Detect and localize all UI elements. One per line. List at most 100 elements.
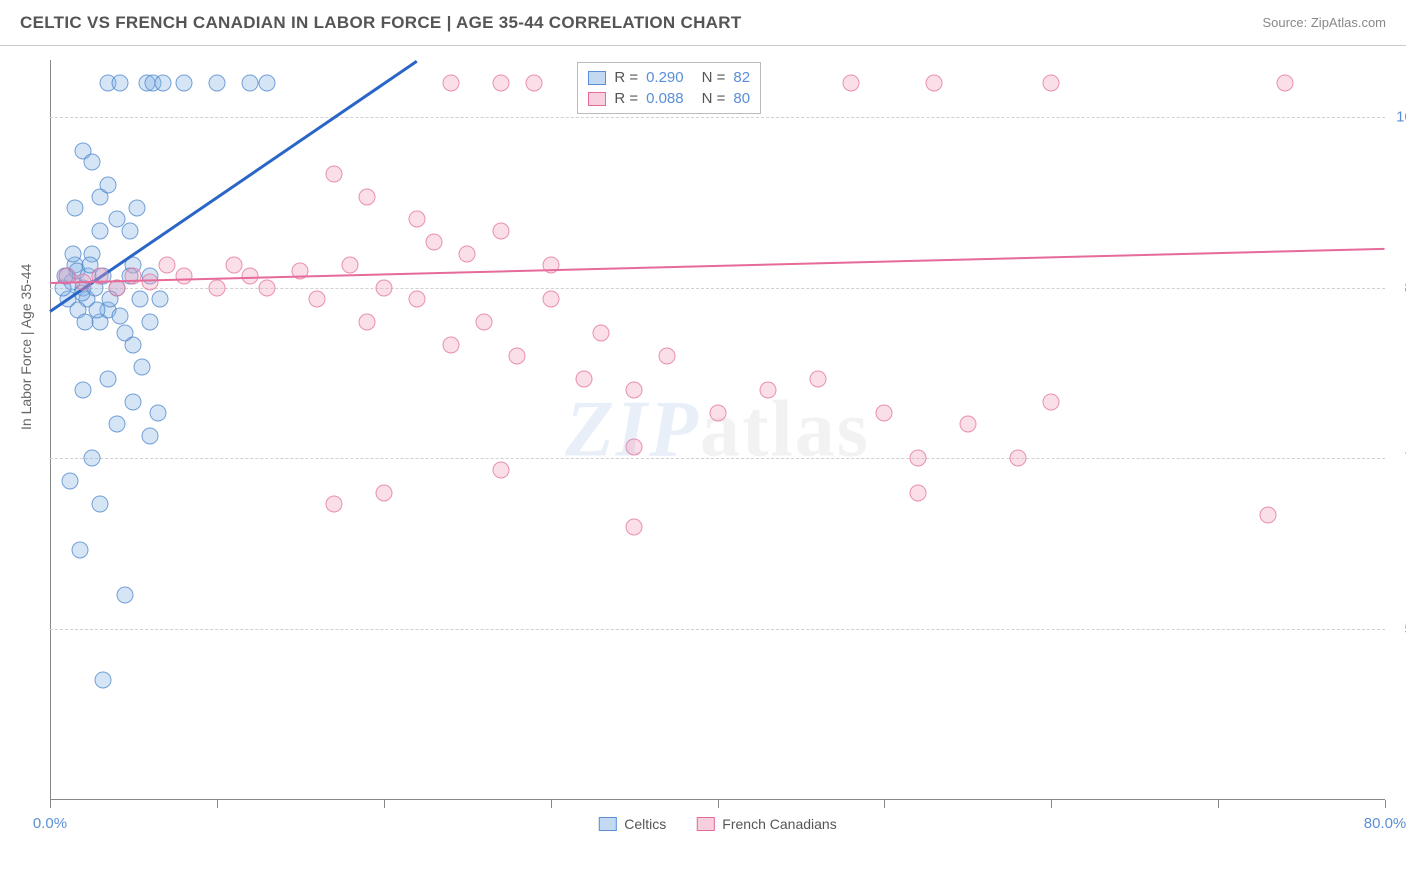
legend-item: French Canadians xyxy=(696,816,836,832)
gridline-h xyxy=(50,629,1385,630)
data-point xyxy=(152,291,169,308)
data-point xyxy=(122,222,139,239)
data-point xyxy=(142,427,159,444)
chart-title: CELTIC VS FRENCH CANADIAN IN LABOR FORCE… xyxy=(20,13,742,33)
data-point xyxy=(117,587,134,604)
data-point xyxy=(92,222,109,239)
gridline-h xyxy=(50,458,1385,459)
data-point xyxy=(876,404,893,421)
data-point xyxy=(626,518,643,535)
data-point xyxy=(1009,450,1026,467)
y-axis-title: In Labor Force | Age 35-44 xyxy=(18,264,34,430)
watermark-zip: ZIP xyxy=(565,386,700,474)
legend-n-value: 82 xyxy=(733,69,750,86)
data-point xyxy=(1276,74,1293,91)
data-point xyxy=(62,473,79,490)
legend-label: Celtics xyxy=(624,816,666,832)
data-point xyxy=(112,74,129,91)
legend-n-value: 80 xyxy=(733,90,750,107)
data-point xyxy=(142,274,159,291)
x-tick xyxy=(384,800,385,808)
data-point xyxy=(475,313,492,330)
y-tick-label: 55.0% xyxy=(1392,621,1406,638)
data-point xyxy=(626,382,643,399)
data-point xyxy=(258,74,275,91)
data-point xyxy=(425,234,442,251)
data-point xyxy=(158,256,175,273)
data-point xyxy=(208,74,225,91)
data-point xyxy=(359,313,376,330)
data-point xyxy=(175,74,192,91)
data-point xyxy=(75,382,92,399)
data-point xyxy=(1043,74,1060,91)
legend-item: Celtics xyxy=(598,816,666,832)
data-point xyxy=(626,439,643,456)
data-point xyxy=(442,74,459,91)
data-point xyxy=(409,291,426,308)
swatch-blue xyxy=(588,71,606,85)
data-point xyxy=(959,416,976,433)
legend-r-label: R = xyxy=(614,69,638,86)
data-point xyxy=(155,74,172,91)
data-point xyxy=(325,496,342,513)
data-point xyxy=(359,188,376,205)
x-tick xyxy=(217,800,218,808)
swatch-pink xyxy=(696,817,714,831)
data-point xyxy=(909,450,926,467)
legend-r-label: R = xyxy=(614,90,638,107)
legend-inset: R = 0.290N = 82R = 0.088N = 80 xyxy=(577,62,761,114)
data-point xyxy=(492,74,509,91)
source-label: Source: ZipAtlas.com xyxy=(1262,15,1386,30)
data-point xyxy=(100,177,117,194)
data-point xyxy=(83,450,100,467)
data-point xyxy=(208,279,225,296)
x-tick-label: 80.0% xyxy=(1364,815,1406,832)
y-tick-label: 70.0% xyxy=(1392,450,1406,467)
data-point xyxy=(542,291,559,308)
data-point xyxy=(100,370,117,387)
data-point xyxy=(112,308,129,325)
data-point xyxy=(125,336,142,353)
legend-n-label: N = xyxy=(702,90,726,107)
data-point xyxy=(325,165,342,182)
data-point xyxy=(509,348,526,365)
x-tick xyxy=(884,800,885,808)
legend-n-label: N = xyxy=(702,69,726,86)
x-tick xyxy=(1051,800,1052,808)
data-point xyxy=(309,291,326,308)
scatter-chart: ZIPatlas 55.0%70.0%85.0%100.0%0.0%80.0%R… xyxy=(50,60,1385,800)
data-point xyxy=(150,404,167,421)
data-point xyxy=(95,672,112,689)
swatch-blue xyxy=(598,817,616,831)
x-tick xyxy=(1385,800,1386,808)
x-tick xyxy=(551,800,552,808)
y-tick-label: 85.0% xyxy=(1392,279,1406,296)
x-tick xyxy=(718,800,719,808)
data-point xyxy=(442,336,459,353)
data-point xyxy=(1043,393,1060,410)
data-point xyxy=(375,484,392,501)
data-point xyxy=(375,279,392,296)
data-point xyxy=(125,393,142,410)
data-point xyxy=(132,291,149,308)
swatch-pink xyxy=(588,92,606,106)
legend-r-value: 0.088 xyxy=(646,90,684,107)
legend-row: R = 0.088 N = 80 xyxy=(588,88,750,109)
gridline-h xyxy=(50,117,1385,118)
data-point xyxy=(843,74,860,91)
bottom-legend: Celtics French Canadians xyxy=(598,816,836,832)
legend-row: R = 0.290N = 82 xyxy=(588,67,750,88)
data-point xyxy=(225,256,242,273)
legend-label: French Canadians xyxy=(722,816,836,832)
data-point xyxy=(83,154,100,171)
x-tick xyxy=(1218,800,1219,808)
data-point xyxy=(125,268,142,285)
data-point xyxy=(258,279,275,296)
data-point xyxy=(525,74,542,91)
trend-line xyxy=(50,248,1385,284)
data-point xyxy=(142,313,159,330)
data-point xyxy=(592,325,609,342)
data-point xyxy=(1260,507,1277,524)
data-point xyxy=(65,245,82,262)
data-point xyxy=(72,541,89,558)
